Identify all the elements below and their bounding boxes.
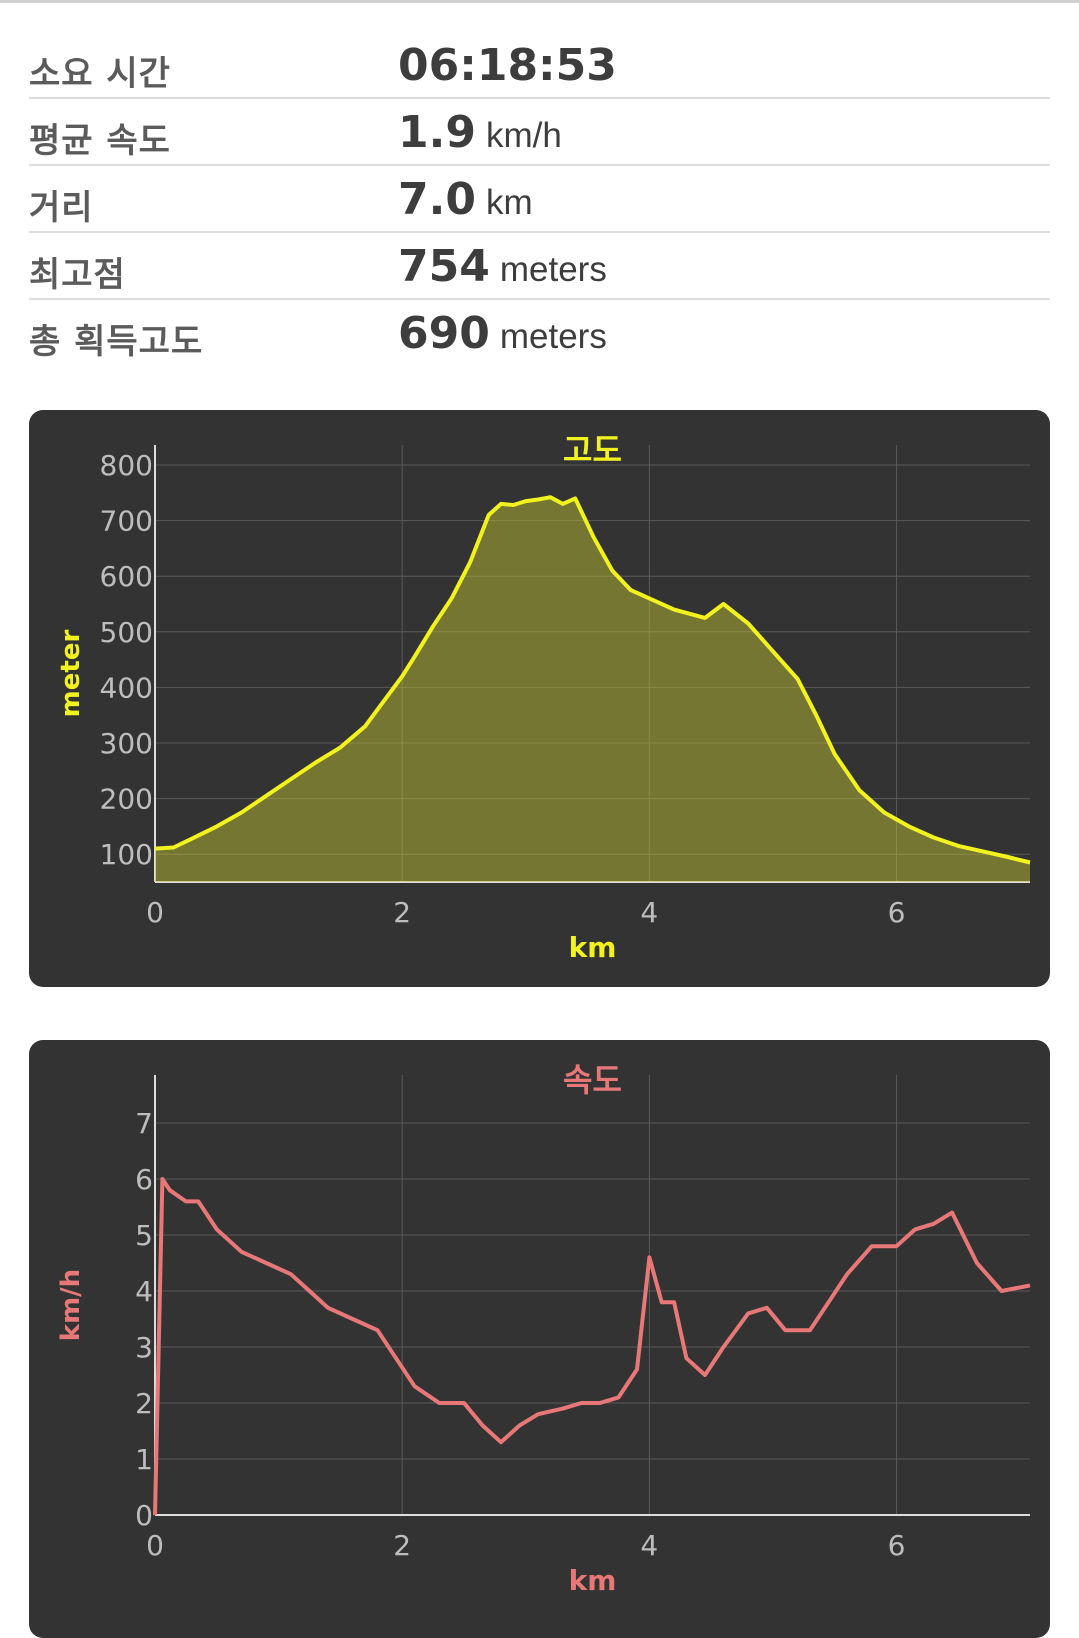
- y-axis-label: km/h: [56, 1269, 86, 1341]
- x-tick-label: 4: [640, 1529, 658, 1562]
- x-axis-label: km: [569, 1564, 617, 1597]
- x-tick-label: 2: [393, 1529, 411, 1562]
- x-tick-label: 0: [146, 896, 164, 929]
- stat-row-avg-speed: 평균 속도 1.9 km/h: [29, 99, 1050, 166]
- y-tick-label: 6: [135, 1163, 153, 1196]
- stat-row-duration: 소요 시간 06:18:53: [29, 32, 1050, 99]
- y-tick-label: 600: [100, 560, 153, 593]
- speed-chart-card: 0 2 4 6 0 1 2 3 4 5 6 7 속도 km km/h: [29, 1040, 1050, 1638]
- stat-label: 총 획득고도: [29, 322, 204, 362]
- y-axis-label: meter: [56, 630, 86, 718]
- x-tick-label: 2: [393, 896, 411, 929]
- stat-value: 754: [398, 241, 490, 292]
- stat-label: 평균 속도: [29, 121, 171, 161]
- stat-unit: km/h: [485, 116, 562, 155]
- y-tick-label: 0: [135, 1499, 153, 1532]
- stat-label: 최고점: [29, 255, 126, 295]
- series-area: [155, 497, 1030, 882]
- stat-label: 소요 시간: [29, 54, 171, 94]
- chart-title: 속도: [563, 1061, 622, 1099]
- stat-row-elevation-gain: 총 획득고도 690 meters: [29, 300, 1050, 367]
- chart-title: 고도: [563, 431, 622, 469]
- elevation-chart: 0 2 4 6 100 200 300 400 500 600 700 800 고도 km meter: [56, 431, 1031, 964]
- y-tick-label: 500: [100, 616, 153, 649]
- y-tick-label: 2: [135, 1387, 153, 1420]
- y-tick-label: 800: [100, 449, 153, 482]
- stat-value: 06:18:53: [398, 40, 617, 91]
- x-tick-label: 6: [888, 1529, 906, 1562]
- stat-unit: meters: [499, 250, 607, 289]
- y-tick-label: 400: [100, 671, 153, 704]
- y-tick-label: 1: [135, 1443, 153, 1476]
- y-tick-label: 4: [135, 1275, 153, 1308]
- summary-stats: 소요 시간 06:18:53 평균 속도 1.9 km/h 거리 7.0 km 최고…: [29, 32, 1050, 367]
- y-tick-label: 200: [100, 783, 153, 816]
- x-tick-label: 6: [888, 896, 906, 929]
- y-tick-label: 100: [100, 838, 153, 871]
- stat-value: 690: [398, 308, 490, 359]
- stat-unit: meters: [499, 317, 607, 356]
- y-tick-label: 300: [100, 727, 153, 760]
- y-tick-label: 3: [135, 1331, 153, 1364]
- speed-chart: 0 2 4 6 0 1 2 3 4 5 6 7 속도 km km/h: [56, 1061, 1031, 1597]
- series-line: [154, 495, 1031, 865]
- y-tick-label: 700: [100, 505, 153, 538]
- x-axis-label: km: [569, 931, 617, 964]
- stat-label: 거리: [29, 188, 94, 228]
- x-tick-label: 4: [640, 896, 658, 929]
- stat-unit: km: [485, 183, 533, 222]
- stat-row-distance: 거리 7.0 km: [29, 166, 1050, 233]
- elevation-chart-card: 0 2 4 6 100 200 300 400 500 600 700 800 고도 km meter: [29, 410, 1050, 987]
- stat-value: 1.9: [398, 107, 476, 158]
- y-tick-label: 5: [135, 1219, 153, 1252]
- stat-row-highest-point: 최고점 754 meters: [29, 233, 1050, 300]
- stat-value: 7.0: [398, 174, 476, 225]
- series-line: [153, 1177, 1031, 1516]
- y-tick-label: 7: [135, 1107, 153, 1140]
- top-divider: [0, 0, 1079, 3]
- x-tick-label: 0: [146, 1529, 164, 1562]
